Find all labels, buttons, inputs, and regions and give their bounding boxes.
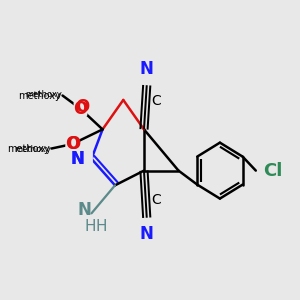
FancyBboxPatch shape (65, 137, 79, 152)
Text: O: O (65, 135, 79, 153)
Text: N: N (140, 60, 154, 78)
Text: H: H (95, 219, 107, 234)
Text: C: C (151, 193, 160, 207)
Text: methoxy: methoxy (15, 146, 52, 154)
Text: N: N (71, 150, 85, 168)
Text: N: N (78, 201, 92, 219)
Text: O: O (74, 100, 88, 118)
Text: Cl: Cl (263, 162, 282, 180)
Text: methoxy: methoxy (26, 90, 62, 99)
Text: H: H (84, 219, 96, 234)
Text: O: O (67, 135, 81, 153)
Text: methoxy: methoxy (18, 91, 61, 100)
Text: N: N (71, 150, 85, 168)
Text: N: N (140, 225, 154, 243)
Text: C: C (151, 94, 160, 108)
FancyBboxPatch shape (76, 152, 93, 166)
Text: O: O (75, 98, 89, 116)
FancyBboxPatch shape (74, 101, 87, 116)
Text: methoxy: methoxy (8, 143, 50, 154)
